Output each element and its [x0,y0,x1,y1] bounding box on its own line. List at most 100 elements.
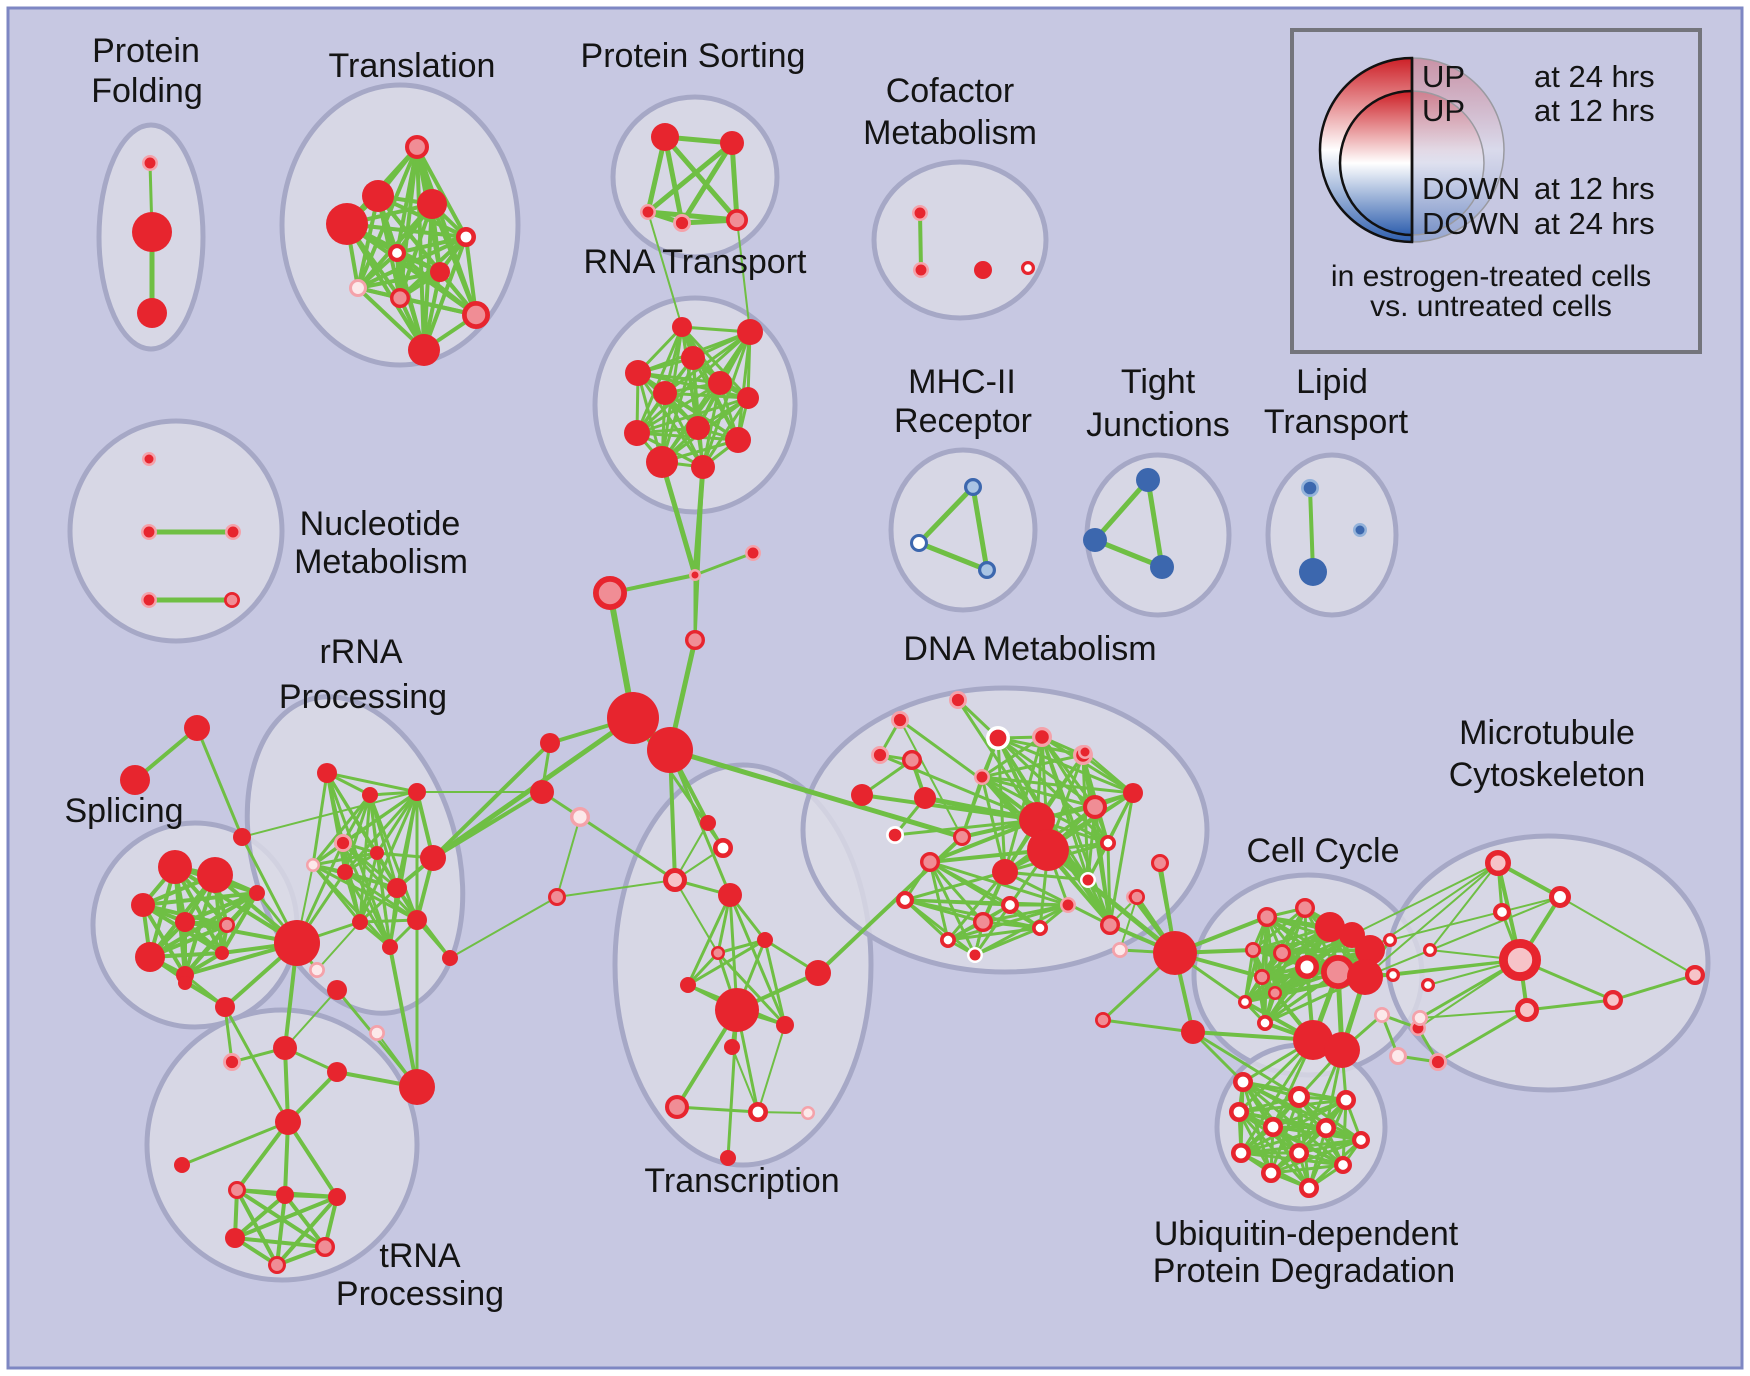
network-node-54[interactable] [135,942,165,972]
cluster-ellipse-cofactor-metabolism[interactable] [871,159,1049,321]
network-node-34[interactable] [691,455,715,479]
network-node-129[interactable] [1031,920,1048,937]
network-node-132[interactable] [1080,872,1096,888]
network-node-104[interactable] [953,828,972,847]
network-node-195[interactable] [140,524,157,541]
network-node-139[interactable] [1256,907,1277,928]
network-node-165[interactable] [1492,903,1511,922]
network-node-155[interactable] [1382,932,1397,947]
network-node-62[interactable] [408,783,426,801]
network-node-98[interactable] [776,1016,794,1034]
network-node-135[interactable] [1153,931,1197,975]
network-node-56[interactable] [215,946,229,960]
network-node-75[interactable] [223,1052,242,1071]
network-node-109[interactable] [974,769,991,786]
network-node-31[interactable] [725,427,751,453]
network-node-58[interactable] [215,997,235,1017]
network-node-30[interactable] [686,416,710,440]
network-node-9[interactable] [430,262,450,282]
network-node-121[interactable] [891,711,910,730]
cluster-ellipse-lipid-transport[interactable] [1265,452,1399,618]
network-node-3[interactable] [405,134,430,159]
network-node-180[interactable] [1231,1143,1252,1164]
network-node-95[interactable] [680,977,696,993]
network-node-186[interactable] [910,534,929,553]
network-node-157[interactable] [1373,1006,1390,1023]
network-node-101[interactable] [747,1102,768,1123]
network-node-150[interactable] [1268,986,1282,1000]
network-node-45[interactable] [548,888,567,907]
network-node-159[interactable] [1389,1047,1408,1066]
network-node-46[interactable] [184,715,210,741]
network-node-145[interactable] [1273,944,1292,963]
network-node-131[interactable] [967,947,983,963]
network-node-177[interactable] [1263,1117,1284,1138]
network-node-38[interactable] [685,630,706,651]
network-node-12[interactable] [462,301,491,330]
network-node-114[interactable] [992,859,1018,885]
network-node-28[interactable] [708,371,732,395]
network-node-0[interactable] [141,154,158,171]
network-node-102[interactable] [801,1106,815,1120]
network-node-19[interactable] [912,204,929,221]
network-node-8[interactable] [388,244,407,263]
network-node-126[interactable] [896,891,915,910]
network-node-162[interactable] [1128,888,1145,905]
network-node-93[interactable] [757,932,773,948]
network-node-178[interactable] [1316,1118,1337,1139]
cluster-ellipse-protein-sorting[interactable] [610,94,780,260]
network-node-22[interactable] [1020,260,1035,275]
network-node-24[interactable] [737,319,763,345]
network-node-84[interactable] [315,1236,336,1257]
network-node-160[interactable] [1428,1052,1447,1071]
network-node-29[interactable] [737,387,759,409]
network-node-5[interactable] [417,189,447,219]
network-node-60[interactable] [317,763,337,783]
network-node-182[interactable] [1261,1163,1282,1184]
network-node-105[interactable] [949,691,968,710]
network-node-94[interactable] [711,946,725,960]
network-node-119[interactable] [871,746,890,765]
network-node-77[interactable] [327,1062,347,1082]
network-node-41[interactable] [540,733,560,753]
network-node-143[interactable] [1355,935,1385,965]
network-node-32[interactable] [624,420,650,446]
network-node-125[interactable] [920,852,941,873]
network-node-70[interactable] [407,910,427,930]
network-node-91[interactable] [663,868,688,893]
network-node-20[interactable] [913,261,930,278]
network-node-73[interactable] [442,950,458,966]
network-node-170[interactable] [1515,998,1540,1023]
network-node-183[interactable] [1333,1155,1352,1174]
network-node-74[interactable] [178,976,192,990]
network-node-13[interactable] [408,334,440,366]
network-node-198[interactable] [224,591,241,608]
network-node-42[interactable] [530,780,554,804]
network-node-167[interactable] [1422,942,1437,957]
network-node-156[interactable] [1385,967,1400,982]
network-node-110[interactable] [1083,794,1108,819]
network-node-192[interactable] [1299,558,1327,586]
network-node-67[interactable] [387,878,407,898]
network-node-96[interactable] [805,960,831,986]
network-node-163[interactable] [1484,849,1511,876]
network-node-26[interactable] [625,360,651,386]
network-node-49[interactable] [158,850,192,884]
network-node-137[interactable] [1111,941,1128,958]
network-node-138[interactable] [1094,1011,1111,1028]
network-node-193[interactable] [1353,523,1367,537]
network-node-4[interactable] [362,180,394,212]
network-node-27[interactable] [653,381,677,405]
network-node-66[interactable] [370,846,384,860]
network-node-166[interactable] [1499,938,1542,981]
network-node-21[interactable] [974,261,992,279]
network-node-71[interactable] [382,939,398,955]
network-node-50[interactable] [197,857,233,893]
network-node-127[interactable] [940,932,957,949]
network-node-190[interactable] [1150,555,1174,579]
network-node-154[interactable] [1324,1032,1360,1068]
network-node-53[interactable] [219,916,236,933]
network-node-171[interactable] [1602,989,1623,1010]
network-node-113[interactable] [1027,829,1069,871]
network-node-184[interactable] [1299,1178,1320,1199]
